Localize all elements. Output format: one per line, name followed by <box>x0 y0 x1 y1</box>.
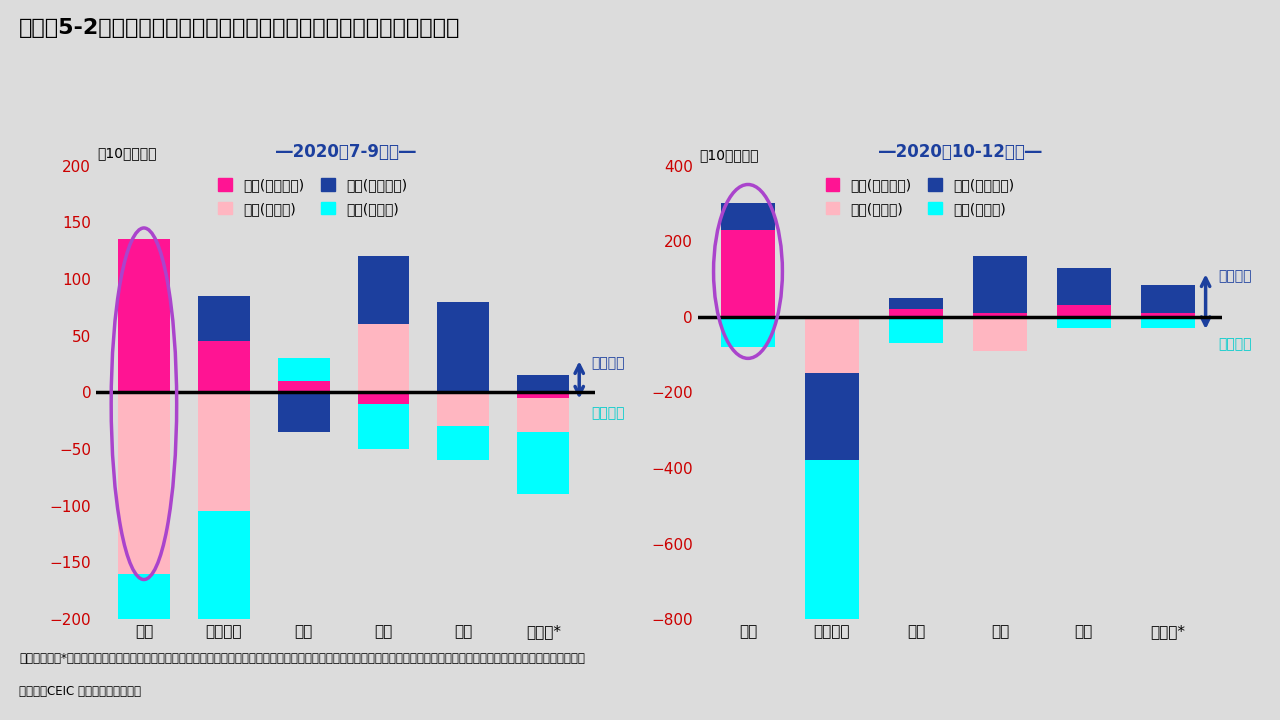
Bar <box>973 256 1027 313</box>
Bar <box>438 392 489 426</box>
Text: 資金流入: 資金流入 <box>1219 269 1252 284</box>
Bar <box>438 302 489 392</box>
Bar <box>1056 305 1111 317</box>
Text: （出所）CEIC よりインベスコ作成: （出所）CEIC よりインベスコ作成 <box>19 685 141 698</box>
Bar <box>198 511 250 631</box>
Text: 資金流入: 資金流入 <box>591 356 625 370</box>
Bar <box>198 392 250 511</box>
Bar <box>1056 268 1111 305</box>
Legend: 株式(非居住者), 株式(居住者), 債券(非居住者), 債券(居住者): 株式(非居住者), 株式(居住者), 債券(非居住者), 債券(居住者) <box>820 173 1020 221</box>
Bar <box>721 317 776 347</box>
Bar <box>805 317 859 374</box>
Bar <box>118 239 170 392</box>
Text: （図表5-2）世界主要地域における証券投資フロー（国際収支ベース）: （図表5-2）世界主要地域における証券投資フロー（国際収支ベース） <box>19 18 461 38</box>
Bar <box>805 374 859 461</box>
Bar <box>357 404 410 449</box>
Bar <box>438 426 489 461</box>
Bar <box>888 309 943 317</box>
Bar <box>1140 313 1196 317</box>
Bar <box>805 461 859 687</box>
Legend: 株式(非居住者), 株式(居住者), 債券(非居住者), 債券(居住者): 株式(非居住者), 株式(居住者), 債券(非居住者), 債券(居住者) <box>212 173 412 221</box>
Bar <box>517 398 570 432</box>
Bar <box>357 392 410 404</box>
Bar <box>517 392 570 398</box>
Title: ―2020年10-12月期―: ―2020年10-12月期― <box>879 143 1041 161</box>
Bar <box>888 317 943 343</box>
Bar <box>721 203 776 230</box>
Bar <box>198 341 250 392</box>
Bar <box>278 381 330 392</box>
Bar <box>118 574 170 687</box>
Bar <box>1140 284 1196 313</box>
Bar <box>517 432 570 495</box>
Text: 資金流出: 資金流出 <box>1219 338 1252 351</box>
Text: （10億ドル）: （10億ドル） <box>97 146 157 160</box>
Bar <box>721 230 776 317</box>
Bar <box>357 324 410 392</box>
Bar <box>278 392 330 432</box>
Bar <box>1056 317 1111 328</box>
Bar <box>888 298 943 309</box>
Text: （注）新興国*は、インド、韓国、台湾、マレーシア、インドネシア、タイ、フィリピン、ブラジル、メキシコ、アルゼンチン、ロシア、ポーランド、トルコ、南アフリカの合計: （注）新興国*は、インド、韓国、台湾、マレーシア、インドネシア、タイ、フィリピン… <box>19 652 585 665</box>
Bar <box>118 392 170 574</box>
Bar <box>198 296 250 341</box>
Bar <box>973 313 1027 317</box>
Text: （10億ドル）: （10億ドル） <box>699 148 759 162</box>
Text: 資金流出: 資金流出 <box>591 406 625 420</box>
Bar <box>278 359 330 381</box>
Bar <box>973 317 1027 351</box>
Bar <box>1140 317 1196 328</box>
Title: ―2020年7-9月期―: ―2020年7-9月期― <box>275 143 416 161</box>
Bar <box>517 375 570 392</box>
Bar <box>357 256 410 324</box>
